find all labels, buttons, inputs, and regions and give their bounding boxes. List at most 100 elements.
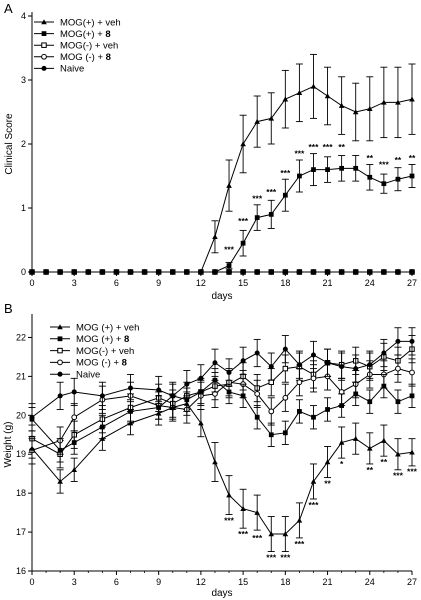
data-point: [169, 269, 176, 275]
x-tick-label: 9: [156, 278, 161, 288]
data-point: [226, 263, 232, 268]
panel-a-x-axis-title: days: [211, 291, 232, 302]
data-point: [29, 269, 35, 275]
data-point: [296, 517, 303, 523]
significance-label: **: [395, 155, 402, 165]
legend-marker: [41, 31, 47, 36]
data-point: [310, 83, 317, 89]
panel-b-series-2: [28, 368, 416, 463]
x-tick-label: 24: [365, 278, 375, 288]
data-point: [141, 269, 148, 275]
data-point: [395, 399, 401, 405]
legend-label-text: MOG (+) +: [76, 334, 124, 345]
data-point: [338, 439, 345, 445]
data-point: [296, 379, 303, 386]
significance-label: ***: [238, 529, 249, 539]
significance-label: ***: [238, 216, 249, 226]
x-tick-label: 3: [72, 278, 77, 288]
x-tick-label: 15: [238, 577, 248, 587]
panel-a-y-axis-title: Clinical Score: [4, 113, 15, 175]
data-point: [226, 389, 232, 395]
legend-marker: [57, 359, 63, 366]
y-tick-label: 4: [21, 11, 26, 21]
data-point: [325, 360, 331, 366]
data-point: [156, 387, 162, 393]
data-point: [338, 102, 345, 108]
data-point: [282, 192, 288, 198]
data-point: [367, 362, 373, 368]
data-point: [353, 391, 359, 397]
x-tick-label: 21: [323, 278, 333, 288]
data-point: [71, 467, 78, 473]
significance-label: ***: [294, 149, 305, 159]
data-point: [212, 459, 218, 465]
legend-label-text: MOG(-) + veh: [76, 346, 134, 357]
data-point: [184, 269, 190, 275]
data-point: [57, 269, 63, 275]
x-tick-label: 18: [280, 278, 290, 288]
data-point: [310, 375, 317, 382]
x-tick-label: 27: [407, 577, 417, 587]
data-point: [254, 118, 260, 124]
data-point: [212, 269, 218, 275]
data-point: [71, 414, 78, 421]
data-point: [127, 385, 134, 391]
panel-b-series-1: [28, 391, 416, 552]
panel-b-letter: B: [4, 301, 13, 316]
data-point: [268, 364, 274, 370]
data-point: [409, 173, 415, 179]
legend-marker: [41, 65, 47, 71]
data-point: [57, 393, 63, 399]
data-point: [240, 393, 246, 399]
legend-label: MOG (-) + 8: [60, 52, 111, 63]
significance-label: **: [409, 153, 416, 163]
x-tick-label: 24: [365, 577, 375, 587]
y-tick-label: 0: [21, 267, 26, 277]
y-tick-label: 22: [16, 332, 26, 342]
significance-label: ***: [323, 142, 334, 152]
significance-label: *: [340, 459, 344, 469]
significance-label: ***: [224, 515, 235, 525]
data-point: [198, 389, 204, 395]
data-point: [254, 509, 260, 515]
data-point: [71, 440, 77, 445]
significance-label: ***: [379, 159, 390, 169]
data-point: [367, 399, 373, 405]
data-point: [99, 269, 106, 275]
legend-label: Naive: [76, 370, 100, 381]
data-point: [99, 393, 105, 399]
data-point: [310, 478, 317, 484]
legend-label: MOG(-) + veh: [60, 41, 118, 52]
legend-marker: [41, 19, 47, 25]
legend-label-compound: 8: [122, 358, 127, 369]
data-point: [310, 352, 317, 358]
legend-label-text: MOG(+) +: [60, 29, 105, 40]
legend-label: MOG (+) + 8: [76, 334, 129, 345]
data-point: [395, 269, 401, 275]
data-point: [353, 366, 359, 372]
x-tick-label: 12: [196, 577, 206, 587]
data-point: [43, 269, 49, 275]
data-point: [184, 400, 190, 406]
significance-label: **: [324, 478, 331, 488]
data-point: [310, 269, 317, 275]
data-point: [409, 369, 415, 376]
panel-a-series-1: [29, 53, 416, 275]
data-point: [381, 99, 387, 105]
data-point: [282, 394, 289, 401]
data-point: [296, 362, 302, 368]
data-point: [29, 416, 35, 422]
data-point: [409, 393, 415, 399]
data-point: [395, 365, 401, 372]
significance-label: ***: [309, 142, 320, 152]
significance-label: ***: [266, 187, 277, 197]
data-point: [325, 269, 331, 275]
significance-label: ***: [309, 500, 320, 510]
data-point: [226, 369, 232, 376]
x-tick-label: 15: [238, 278, 248, 288]
data-point: [282, 531, 289, 537]
significance-label: ***: [224, 245, 235, 255]
